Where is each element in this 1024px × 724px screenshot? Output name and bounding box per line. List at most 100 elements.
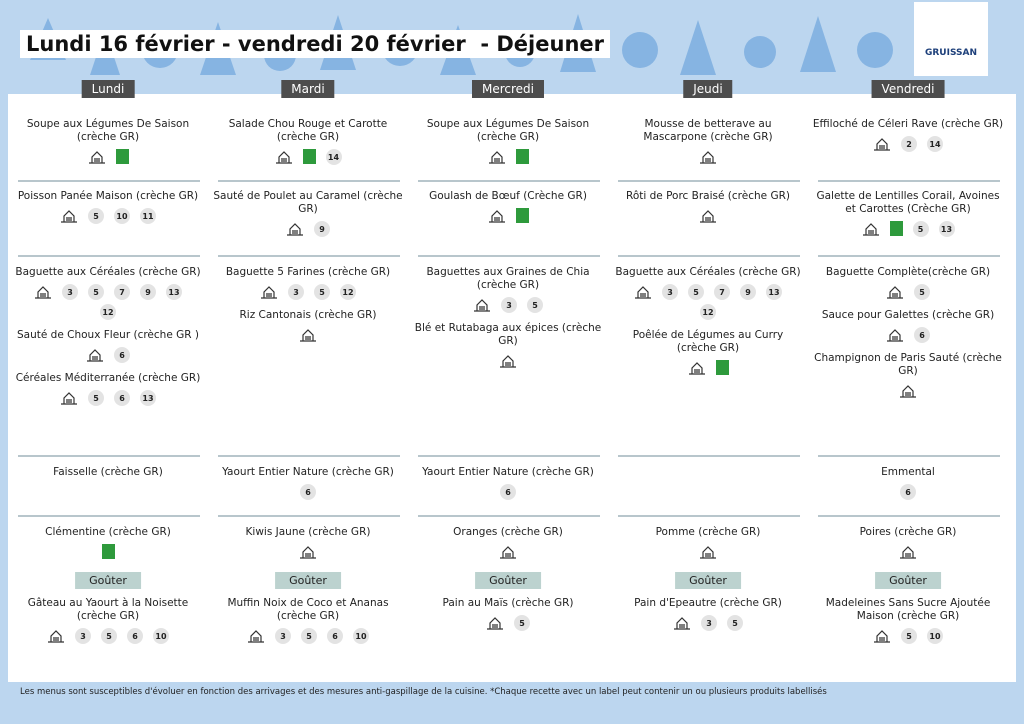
labels: 9 xyxy=(228,221,388,237)
labels: 5 xyxy=(828,284,988,300)
labels xyxy=(828,383,988,398)
menu-item: Kiwis Jaune (crèche GR) xyxy=(212,526,404,559)
homemade-icon xyxy=(862,223,879,236)
separator xyxy=(818,515,1000,517)
dish-name: Baguette 5 Farines (crèche GR) xyxy=(225,266,391,278)
labels: 3 5 6 10 xyxy=(228,628,388,644)
homemade-icon xyxy=(248,630,264,643)
menu-item: Emmental 6 xyxy=(812,466,1004,500)
separator xyxy=(218,455,400,457)
menu-item: Faisselle (crèche GR) xyxy=(12,466,204,479)
labels xyxy=(428,544,588,559)
course-section: Salade Chou Rouge et Carotte (crèche GR)… xyxy=(212,118,404,174)
allergen: 5 xyxy=(901,628,917,644)
homemade-icon xyxy=(900,385,916,398)
homemade-icon xyxy=(474,299,490,312)
allergen: 3 xyxy=(701,615,717,631)
dish-name: Salade Chou Rouge et Carotte (crèche GR) xyxy=(228,118,388,143)
allergen: 13 xyxy=(766,284,782,300)
homemade-icon xyxy=(700,210,716,223)
course-section: Soupe aux Légumes De Saison (crèche GR) xyxy=(12,118,204,173)
dish-name: Soupe aux Légumes De Saison (crèche GR) xyxy=(426,118,590,143)
labels: 2 14 xyxy=(828,136,988,152)
allergen: 10 xyxy=(114,208,130,224)
menu-item: Sauté de Choux Fleur (crèche GR ) 6 xyxy=(12,329,204,363)
menu-item: Baguette aux Céréales (crèche GR) 3 5 7 9 13 1… xyxy=(612,266,804,320)
allergen: 3 xyxy=(75,628,91,644)
dish-name: Clémentine (crèche GR) xyxy=(45,526,171,538)
dish-name: Pain d'Epeautre (crèche GR) xyxy=(634,597,782,609)
snack-section: Gâteau au Yaourt à la Noisette (crèche G… xyxy=(12,597,204,653)
dish-name: Baguette aux Céréales (crèche GR) xyxy=(615,266,801,278)
menu-item: Poêlée de Légumes au Curry (crèche GR) xyxy=(612,329,804,375)
allergen: 7 xyxy=(114,284,130,300)
snack-label: Goûter xyxy=(475,572,541,589)
dish-name: Pain au Maïs (crèche GR) xyxy=(442,597,574,609)
menu-item: Goulash de Bœuf (Crèche GR) xyxy=(412,190,604,223)
separator xyxy=(218,515,400,517)
allergen: 6 xyxy=(114,390,130,406)
allergen: 5 xyxy=(727,615,743,631)
menu-item: Soupe aux Légumes De Saison (crèche GR) xyxy=(412,118,604,164)
labels: 5 13 xyxy=(828,221,988,237)
menu-item: Riz Cantonais (crèche GR) xyxy=(212,309,404,342)
course-section: Clémentine (crèche GR) xyxy=(12,526,204,568)
dish-name: Oranges (crèche GR) xyxy=(453,526,563,538)
allergen: 5 xyxy=(527,297,543,313)
homemade-icon xyxy=(61,210,77,223)
allergen: 3 xyxy=(662,284,678,300)
menu-item: Champignon de Paris Sauté (crèche GR) xyxy=(812,352,1004,398)
allergen: 6 xyxy=(900,484,916,500)
separator xyxy=(618,515,800,517)
separator xyxy=(18,455,200,457)
labels: 3 5 6 10 xyxy=(28,628,188,644)
organic-label xyxy=(515,149,529,164)
dish-name: Soupe aux Légumes De Saison (crèche GR) xyxy=(26,118,190,143)
homemade-icon xyxy=(488,210,505,223)
allergen: 6 xyxy=(300,484,316,500)
snack-label: Goûter xyxy=(75,572,141,589)
course-section: Baguette 5 Farines (crèche GR) 3 5 12 Riz Ca… xyxy=(212,266,404,351)
course-section: Emmental 6 xyxy=(812,466,1004,509)
allergen: 3 xyxy=(62,284,78,300)
homemade-icon xyxy=(874,630,890,643)
labels xyxy=(828,544,988,559)
dish-name: Sauté de Choux Fleur (crèche GR ) xyxy=(17,329,199,341)
course-section: Pomme (crèche GR) xyxy=(612,526,804,568)
snack-label: Goûter xyxy=(875,572,941,589)
allergen: 10 xyxy=(927,628,943,644)
labels: 6 xyxy=(28,347,188,363)
homemade-icon xyxy=(48,630,64,643)
labels: 6 xyxy=(828,327,988,343)
dish-name: Gâteau au Yaourt à la Noisette (crèche G… xyxy=(27,597,189,622)
allergen: 5 xyxy=(101,628,117,644)
allergen: 13 xyxy=(140,390,156,406)
separator xyxy=(18,180,200,182)
day-column: Lundi Soupe aux Légumes De Saison (crèche… xyxy=(8,0,208,724)
dish-name: Mousse de betterave au Mascarpone (crèch… xyxy=(643,118,773,143)
allergen: 3 xyxy=(501,297,517,313)
homemade-icon xyxy=(300,546,316,559)
day-column: Mardi Salade Chou Rouge et Carotte (crèch… xyxy=(208,0,408,724)
course-section: Mousse de betterave au Mascarpone (crèch… xyxy=(612,118,804,173)
allergen: 2 xyxy=(901,136,917,152)
course-section: Baguette aux Céréales (crèche GR) 3 5 7 9 13 1… xyxy=(12,266,204,415)
labels xyxy=(628,208,788,223)
homemade-icon xyxy=(88,151,105,164)
snack-label: Goûter xyxy=(675,572,741,589)
allergen: 6 xyxy=(114,347,130,363)
allergen: 5 xyxy=(88,284,104,300)
course-section: Sauté de Poulet au Caramel (crèche GR) 9 xyxy=(212,190,404,246)
separator xyxy=(418,515,600,517)
menu-item: Pomme (crèche GR) xyxy=(612,526,804,559)
allergen: 10 xyxy=(153,628,169,644)
day-column: Jeudi Mousse de betterave au Mascarpone (… xyxy=(608,0,808,724)
allergen: 3 xyxy=(275,628,291,644)
day-column: Mercredi Soupe aux Légumes De Saison (crè… xyxy=(408,0,608,724)
menu-item: Mousse de betterave au Mascarpone (crèch… xyxy=(612,118,804,164)
menu-item: Sauce pour Galettes (crèche GR) 6 xyxy=(812,309,1004,343)
course-section: Baguette aux Céréales (crèche GR) 3 5 7 9 13 1… xyxy=(612,266,804,384)
course-section: Baguette Complète(crèche GR) 5 Sauce pour … xyxy=(812,266,1004,407)
